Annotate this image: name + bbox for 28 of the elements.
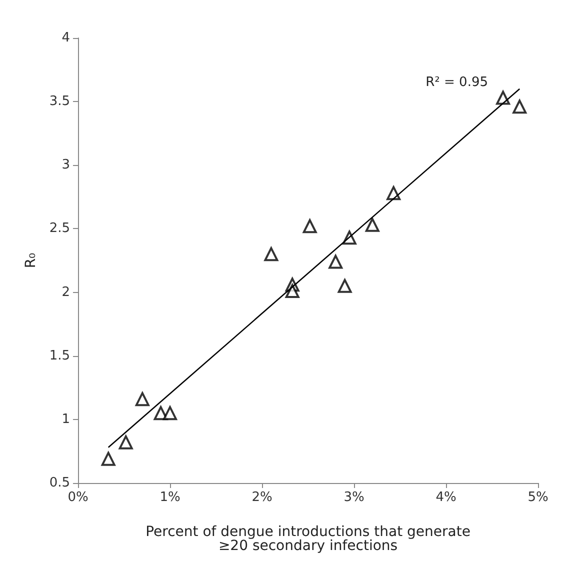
point xyxy=(328,254,343,269)
x-tick-label: 5% xyxy=(528,490,548,505)
y-tick-label: 2.5 xyxy=(49,221,70,236)
x-tick-label: 1% xyxy=(160,490,180,505)
y-tick-label: 0.5 xyxy=(49,476,70,490)
x-tick-label: 4% xyxy=(436,490,456,505)
annotation: R² = 0.95 xyxy=(426,75,488,90)
y-tick-label: 2 xyxy=(62,284,70,300)
x-tick-label: 2% xyxy=(252,490,272,505)
y-tick-label: 3.5 xyxy=(49,94,70,110)
point xyxy=(163,406,177,420)
x-tick-label: 0% xyxy=(68,490,88,505)
point xyxy=(512,100,527,114)
point xyxy=(135,392,150,406)
y-tick-label: 4 xyxy=(62,30,70,46)
y-tick-label: 3 xyxy=(62,158,70,173)
x-axis-title: Percent of dengue introductions that generate ≥20 secondary infections xyxy=(146,524,470,554)
point xyxy=(302,219,317,234)
point xyxy=(118,435,133,450)
y-tick-label: 1.5 xyxy=(49,348,70,364)
point xyxy=(338,278,352,293)
point xyxy=(365,218,380,232)
y-tick-label: 1 xyxy=(62,412,70,427)
y-axis-title: R₀ xyxy=(23,252,39,268)
point xyxy=(285,284,300,298)
point xyxy=(264,247,278,262)
point xyxy=(101,452,116,466)
x-tick-label: 3% xyxy=(344,490,364,505)
